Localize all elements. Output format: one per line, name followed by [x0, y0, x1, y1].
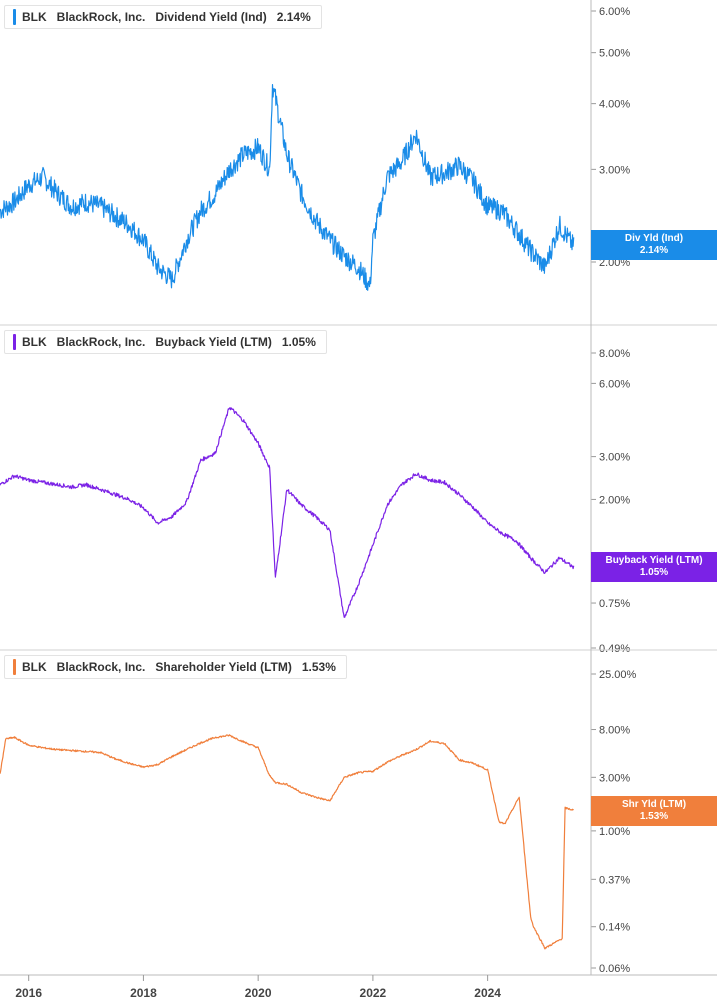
series-line-2	[0, 734, 574, 950]
legend-ticker: BLK	[22, 10, 47, 24]
y-tick-label: 6.00%	[599, 378, 630, 390]
x-tick-label: 2024	[474, 986, 501, 1000]
y-tick-label: 0.14%	[599, 922, 630, 934]
series-line-0	[0, 84, 575, 291]
legend-dividend: BLK BlackRock, Inc. Dividend Yield (Ind)…	[4, 5, 322, 29]
legend-current-value: 1.53%	[301, 660, 336, 674]
legend-color-swatch	[13, 9, 16, 25]
y-tick-label: 3.00%	[599, 772, 630, 784]
y-tick-label: 2.00%	[599, 494, 630, 506]
legend-shareholder: BLK BlackRock, Inc. Shareholder Yield (L…	[4, 655, 347, 679]
badge-label: Shr Yld (LTM)	[621, 799, 687, 810]
legend-current-value: 2.14%	[276, 10, 311, 24]
legend-ticker: BLK	[22, 660, 47, 674]
badge-dividend-yield: Div Yld (Ind) 2.14%	[591, 230, 717, 260]
y-tick-label: 2.00%	[599, 257, 630, 269]
y-tick-label: 0.06%	[599, 963, 630, 975]
legend-company: BlackRock, Inc.	[56, 660, 146, 674]
series-line-1	[0, 407, 575, 618]
badge-value: 2.14%	[639, 245, 669, 256]
legend-color-swatch	[13, 334, 16, 350]
x-tick-label: 2020	[245, 986, 272, 1000]
y-tick-label: 8.00%	[599, 725, 630, 737]
y-tick-label: 0.37%	[599, 874, 630, 886]
y-tick-label: 8.00%	[599, 348, 630, 360]
y-tick-label: 0.75%	[599, 598, 630, 610]
x-tick-label: 2016	[15, 986, 42, 1000]
y-tick-label: 1.00%	[599, 826, 630, 838]
legend-metric: Buyback Yield (LTM)	[155, 335, 272, 349]
y-tick-label: 0.49%	[599, 643, 630, 655]
x-tick-label: 2022	[360, 986, 387, 1000]
badge-value: 1.53%	[639, 811, 669, 822]
legend-current-value: 1.05%	[281, 335, 316, 349]
legend-company: BlackRock, Inc.	[56, 10, 146, 24]
legend-metric: Dividend Yield (Ind)	[155, 10, 267, 24]
y-tick-label: 3.00%	[599, 164, 630, 176]
y-tick-label: 6.00%	[599, 6, 630, 18]
badge-buyback-yield: Buyback Yield (LTM) 1.05%	[591, 552, 717, 582]
y-tick-label: 4.00%	[599, 99, 630, 111]
y-tick-label: 3.00%	[599, 452, 630, 464]
legend-company: BlackRock, Inc.	[56, 335, 146, 349]
badge-value: 1.05%	[639, 567, 669, 578]
legend-color-swatch	[13, 659, 16, 675]
legend-ticker: BLK	[22, 335, 47, 349]
y-tick-label: 25.00%	[599, 669, 637, 681]
legend-buyback: BLK BlackRock, Inc. Buyback Yield (LTM) …	[4, 330, 327, 354]
x-tick-label: 2018	[130, 986, 157, 1000]
y-tick-label: 5.00%	[599, 48, 630, 60]
legend-metric: Shareholder Yield (LTM)	[155, 660, 292, 674]
badge-label: Div Yld (Ind)	[624, 233, 684, 244]
badge-label: Buyback Yield (LTM)	[605, 555, 703, 566]
badge-shareholder-yield: Shr Yld (LTM) 1.53%	[591, 796, 717, 826]
